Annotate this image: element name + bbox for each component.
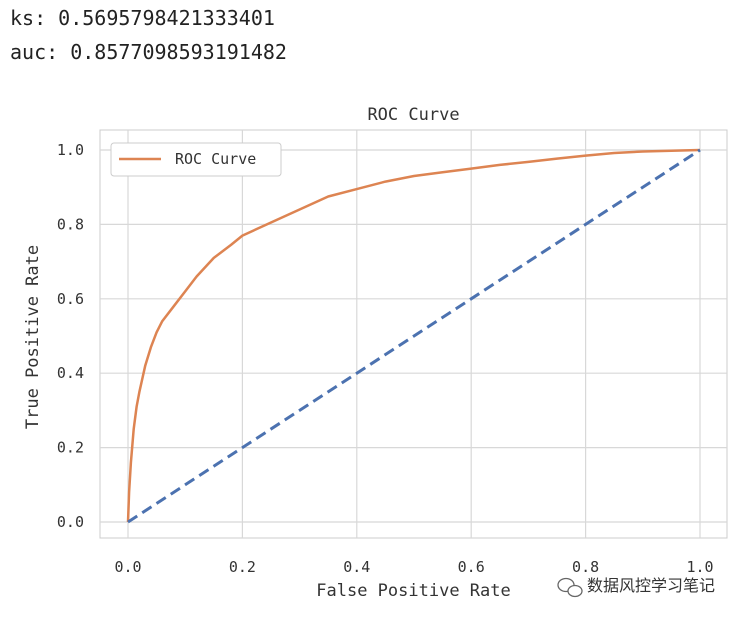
watermark: 数据风控学习笔记 [557,576,715,598]
x-tick-label: 0.0 [114,558,141,576]
legend-box [110,142,282,177]
ks-output: ks: 0.5695798421333401 [10,6,275,30]
series-layer [126,148,701,524]
y-tick-label: 0.4 [57,364,84,382]
legend: ROC Curve [110,142,282,177]
y-tick-label: 0.8 [57,215,84,233]
roc-curve-line [126,148,701,523]
watermark-text: 数据风控学习笔记 [587,576,715,595]
legend-label: ROC Curve [175,150,256,168]
x-tick-labels: 0.0 0.2 0.4 0.6 0.8 1.0 [114,558,713,576]
x-tick-label: 0.2 [229,558,256,576]
x-axis-label: False Positive Rate [316,581,510,601]
chart-title: ROC Curve [367,105,459,125]
y-tick-label: 0.0 [57,513,84,531]
chance-diagonal-line [127,148,701,524]
y-axis-label: True Positive Rate [23,245,43,429]
x-tick-label: 0.6 [458,558,485,576]
y-tick-labels: 0.0 0.2 0.4 0.6 0.8 1.0 [57,141,84,531]
y-tick-label: 0.2 [57,439,84,457]
x-tick-label: 0.8 [572,558,599,576]
plot-area [99,129,728,539]
x-tick-label: 1.0 [686,558,713,576]
y-tick-label: 0.6 [57,290,84,308]
y-tick-label: 1.0 [57,141,84,159]
wechat-icon [557,577,583,598]
auc-output: auc: 0.8577098593191482 [10,40,287,64]
grid [100,130,727,538]
x-tick-label: 0.4 [343,558,370,576]
